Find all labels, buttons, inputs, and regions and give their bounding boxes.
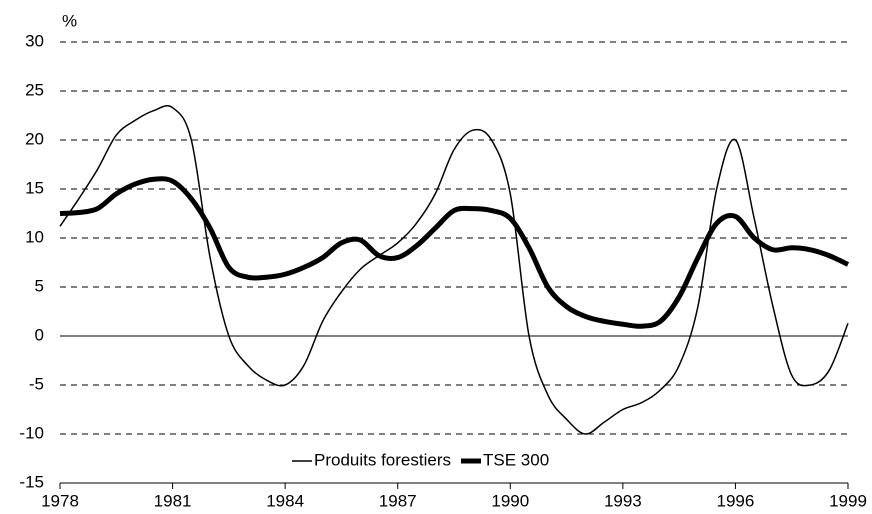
y-tick-label: -15 xyxy=(19,472,44,491)
x-tick-label: 1996 xyxy=(717,491,755,510)
x-tick-label: 1987 xyxy=(379,491,417,510)
y-tick-label: -10 xyxy=(19,423,44,442)
legend-label: TSE 300 xyxy=(483,450,549,469)
x-tick-label: 1993 xyxy=(604,491,642,510)
x-tick-label: 1981 xyxy=(154,491,192,510)
y-tick-label: 10 xyxy=(25,227,44,246)
series-line xyxy=(59,176,850,329)
x-tick-label: 1999 xyxy=(829,491,867,510)
x-tick-label: 1990 xyxy=(491,491,529,510)
y-tick-label: 30 xyxy=(25,31,44,50)
legend-label: Produits forestiers xyxy=(314,450,451,469)
y-tick-label: 5 xyxy=(35,276,44,295)
y-axis-label: % xyxy=(62,11,77,30)
series-line xyxy=(59,105,849,435)
y-tick-label: -5 xyxy=(29,374,44,393)
y-tick-label: 25 xyxy=(25,80,44,99)
x-tick-label: 1984 xyxy=(266,491,304,510)
y-tick-label: 20 xyxy=(25,129,44,148)
y-tick-label: 15 xyxy=(25,178,44,197)
x-tick-label: 1978 xyxy=(41,491,79,510)
y-tick-label: 0 xyxy=(35,325,44,344)
